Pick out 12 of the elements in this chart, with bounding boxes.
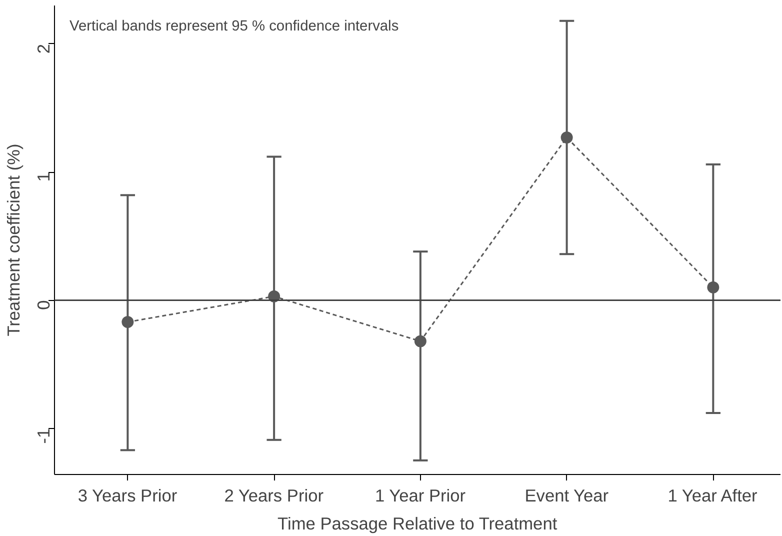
x-tick-label: 1 Year Prior <box>374 486 466 506</box>
x-tick-label: 2 Years Prior <box>224 486 324 506</box>
x-tick-label: 1 Year After <box>668 486 758 506</box>
y-axis-title: Treatment coefficient (%) <box>4 144 24 336</box>
x-tick-label: 3 Years Prior <box>78 486 178 506</box>
x-axis-title: Time Passage Relative to Treatment <box>278 514 558 534</box>
y-tick-label: 1 <box>34 172 54 182</box>
y-tick-label: 2 <box>34 44 54 54</box>
x-tick-label: Event Year <box>524 486 609 506</box>
y-tick-label: -1 <box>34 428 54 444</box>
annotation: Vertical bands represent 95 % confidence intervals <box>70 18 399 34</box>
y-tick-label: 0 <box>34 300 54 310</box>
